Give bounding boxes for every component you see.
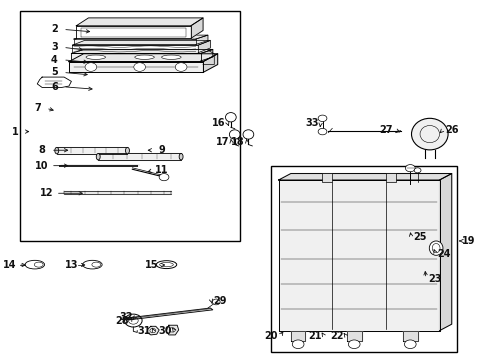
Text: 25: 25 [412,232,426,242]
Circle shape [134,63,145,71]
Bar [322,173,331,182]
Text: 10: 10 [35,161,49,171]
Text: 21: 21 [308,331,321,341]
Circle shape [169,328,175,332]
Polygon shape [278,180,439,330]
Text: 27: 27 [378,125,392,135]
Text: 13: 13 [64,260,78,270]
Text: 32: 32 [120,312,133,322]
Bar [271,166,456,352]
Text: 12: 12 [40,188,54,198]
Ellipse shape [428,241,442,255]
Text: 19: 19 [461,236,474,246]
Ellipse shape [411,118,447,150]
Text: 28: 28 [115,316,128,325]
Polygon shape [57,147,127,154]
Text: 22: 22 [330,331,343,341]
Polygon shape [71,53,200,61]
Text: 5: 5 [51,67,58,77]
Circle shape [212,299,220,305]
Circle shape [413,168,420,173]
Text: 8: 8 [39,145,45,155]
Circle shape [405,165,414,172]
Polygon shape [64,191,171,194]
Circle shape [292,340,304,348]
Text: 14: 14 [3,260,16,270]
Ellipse shape [179,153,183,160]
Text: 17: 17 [215,137,229,147]
Text: 1: 1 [12,127,19,136]
Text: 9: 9 [158,145,164,155]
Text: 4: 4 [51,55,58,65]
Text: 3: 3 [51,42,58,52]
Polygon shape [439,174,451,330]
Ellipse shape [86,55,105,59]
Ellipse shape [96,153,100,160]
Polygon shape [166,325,178,335]
Ellipse shape [25,260,44,269]
Text: 18: 18 [231,137,244,147]
Polygon shape [76,18,203,26]
Text: 6: 6 [51,82,58,92]
Polygon shape [200,49,212,61]
Circle shape [318,129,326,135]
Polygon shape [346,330,361,341]
Polygon shape [126,308,212,320]
Text: 31: 31 [138,325,151,336]
Circle shape [150,328,156,333]
Circle shape [159,174,168,181]
Circle shape [175,63,186,71]
Polygon shape [74,39,195,44]
Text: 11: 11 [155,165,168,175]
Ellipse shape [55,147,59,154]
Text: 24: 24 [437,248,450,258]
Polygon shape [72,45,198,53]
Circle shape [85,63,97,71]
Text: 26: 26 [444,125,458,135]
Polygon shape [76,26,190,39]
Ellipse shape [135,55,154,59]
Polygon shape [147,326,159,335]
Polygon shape [37,77,71,87]
Circle shape [347,340,359,348]
Polygon shape [74,35,207,39]
Circle shape [318,115,326,122]
Polygon shape [278,174,451,180]
Circle shape [404,340,415,348]
Ellipse shape [82,260,102,269]
Ellipse shape [161,55,181,59]
Polygon shape [72,40,210,45]
Text: 30: 30 [159,325,172,336]
Text: 20: 20 [264,331,278,341]
Polygon shape [69,62,203,72]
Text: 15: 15 [145,260,158,270]
Text: 23: 23 [427,274,441,284]
Bar [20,12,239,241]
Text: 7: 7 [34,103,41,113]
Text: 2: 2 [51,24,58,35]
Polygon shape [190,18,203,39]
Text: 29: 29 [213,296,226,306]
Polygon shape [402,330,417,341]
Polygon shape [59,165,140,166]
Polygon shape [198,40,210,53]
Text: 33: 33 [305,118,318,128]
Polygon shape [69,54,217,62]
Polygon shape [290,330,305,341]
Text: 16: 16 [211,118,225,128]
Ellipse shape [125,147,129,154]
Polygon shape [203,54,217,72]
Bar [386,173,395,182]
Polygon shape [71,49,212,53]
Polygon shape [195,35,207,44]
Polygon shape [98,153,181,160]
